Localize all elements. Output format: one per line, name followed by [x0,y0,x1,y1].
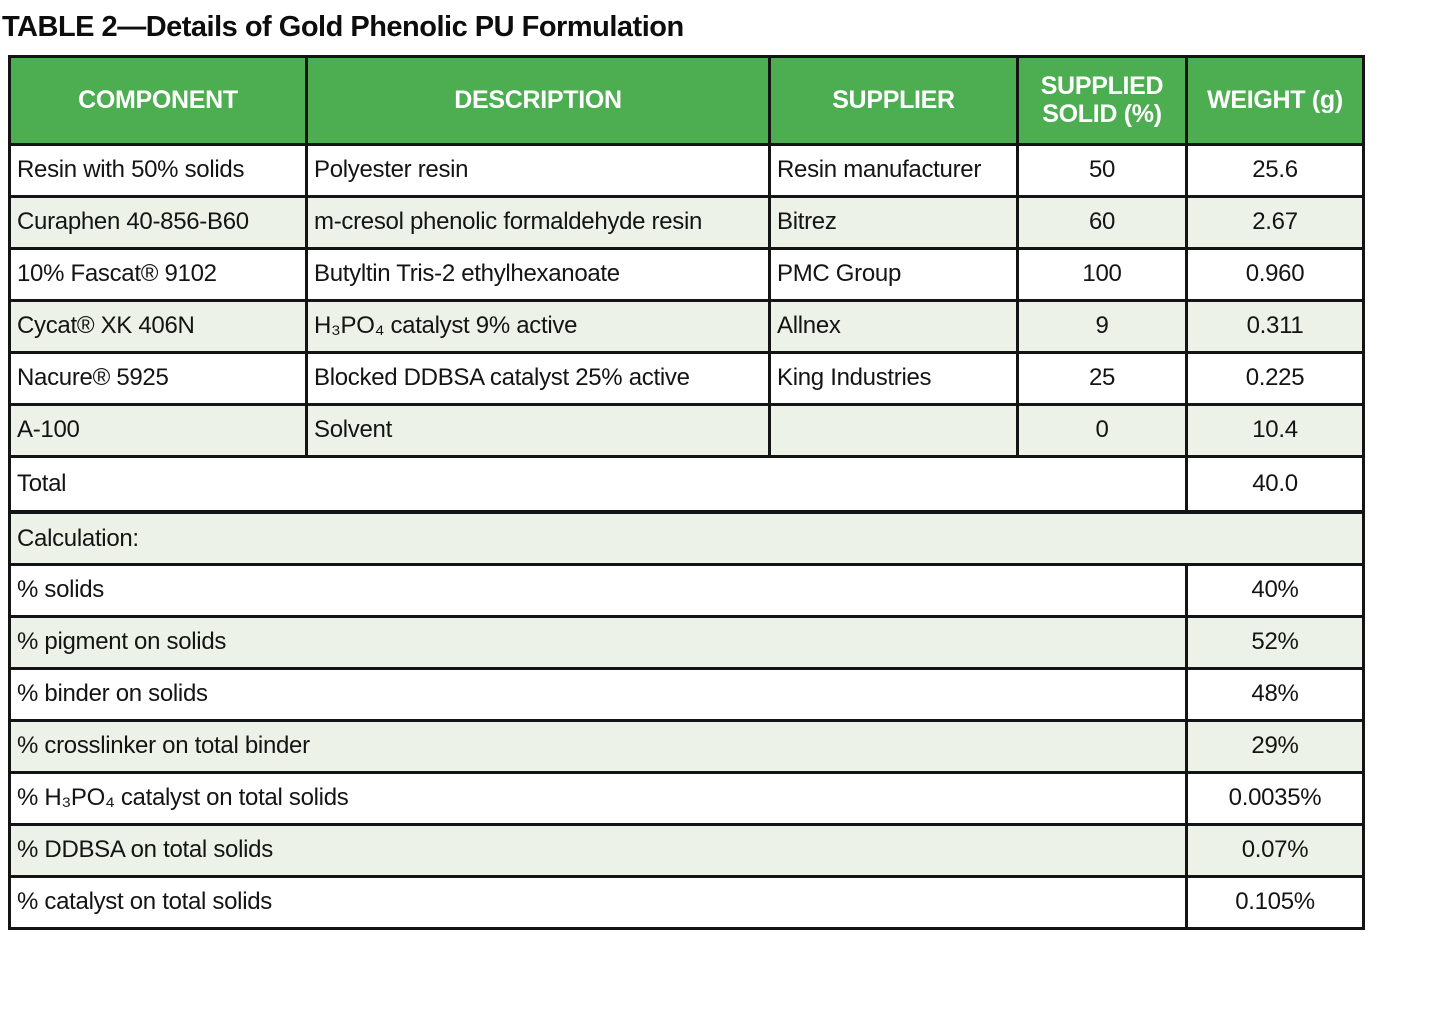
calculation-value-cell: 52% [1185,614,1365,670]
calculation-label-cell: % catalyst on total solids [8,874,1188,930]
supplied-solid-cell: 60 [1016,194,1188,250]
table-row: Curaphen 40-856-B60 m-cresol phenolic fo… [8,194,1365,250]
column-header-component: COMPONENT [8,54,308,146]
table-caption: TABLE 2—Details of Gold Phenolic PU Form… [2,11,684,43]
supplied-solid-cell: 0 [1016,402,1188,458]
component-cell: Curaphen 40-856-B60 [8,194,308,250]
calculation-row: % DDBSA on total solids 0.07% [8,822,1365,878]
supplied-solid-cell: 9 [1016,298,1188,354]
supplier-cell: PMC Group [768,246,1019,302]
calculation-label-cell: % solids [8,562,1188,618]
supplied-solid-cell: 25 [1016,350,1188,406]
calculation-row: % binder on solids 48% [8,666,1365,722]
calculation-row: % pigment on solids 52% [8,614,1365,670]
component-cell: 10% Fascat® 9102 [8,246,308,302]
supplied-solid-cell: 50 [1016,142,1188,198]
component-cell: A-100 [8,402,308,458]
calculation-label-cell: % crosslinker on total binder [8,718,1188,774]
calculation-value-cell: 0.0035% [1185,770,1365,826]
calculation-row: % catalyst on total solids 0.105% [8,874,1365,930]
weight-cell: 2.67 [1185,194,1365,250]
weight-cell: 0.225 [1185,350,1365,406]
header-row: COMPONENT DESCRIPTION SUPPLIER SUPPLIED … [8,54,1365,146]
calculation-value-cell: 29% [1185,718,1365,774]
calculation-header-row: Calculation: [8,510,1365,566]
calculation-value-cell: 0.07% [1185,822,1365,878]
calculation-label-cell: % binder on solids [8,666,1188,722]
calculation-label-cell: % DDBSA on total solids [8,822,1188,878]
table-row: Resin with 50% solids Polyester resin Re… [8,142,1365,198]
component-cell: Cycat® XK 406N [8,298,308,354]
supplier-cell: Resin manufacturer [768,142,1019,198]
supplied-solid-cell: 100 [1016,246,1188,302]
table-header: COMPONENT DESCRIPTION SUPPLIER SUPPLIED … [8,54,1365,146]
total-weight-cell: 40.0 [1185,454,1365,514]
column-header-supplied-solid: SUPPLIED SOLID (%) [1016,54,1188,146]
weight-cell: 0.960 [1185,246,1365,302]
description-cell: Blocked DDBSA catalyst 25% active [305,350,771,406]
weight-cell: 25.6 [1185,142,1365,198]
total-row: Total 40.0 [8,454,1365,514]
formulation-table: COMPONENT DESCRIPTION SUPPLIER SUPPLIED … [8,54,1365,930]
calculation-row: % H₃PO₄ catalyst on total solids 0.0035% [8,770,1365,826]
weight-cell: 10.4 [1185,402,1365,458]
component-cell: Resin with 50% solids [8,142,308,198]
description-cell: m-cresol phenolic formaldehyde resin [305,194,771,250]
calculation-label-cell: % H₃PO₄ catalyst on total solids [8,770,1188,826]
supplier-cell: Allnex [768,298,1019,354]
table-row: A-100 Solvent 0 10.4 [8,402,1365,458]
component-cell: Nacure® 5925 [8,350,308,406]
calculation-value-cell: 48% [1185,666,1365,722]
supplier-cell: Bitrez [768,194,1019,250]
table-row: Cycat® XK 406N H₃PO₄ catalyst 9% active … [8,298,1365,354]
column-header-weight: WEIGHT (g) [1185,54,1365,146]
calculation-row: % solids 40% [8,562,1365,618]
calculation-row: % crosslinker on total binder 29% [8,718,1365,774]
supplier-cell [768,402,1019,458]
table-row: Nacure® 5925 Blocked DDBSA catalyst 25% … [8,350,1365,406]
calculation-value-cell: 0.105% [1185,874,1365,930]
column-header-supplier: SUPPLIER [768,54,1019,146]
supplier-cell: King Industries [768,350,1019,406]
description-cell: H₃PO₄ catalyst 9% active [305,298,771,354]
table-body: Resin with 50% solids Polyester resin Re… [8,142,1365,930]
description-cell: Polyester resin [305,142,771,198]
column-header-description: DESCRIPTION [305,54,771,146]
total-label-cell: Total [8,454,1188,514]
calculation-label-cell: % pigment on solids [8,614,1188,670]
calculation-value-cell: 40% [1185,562,1365,618]
weight-cell: 0.311 [1185,298,1365,354]
calculation-header-cell: Calculation: [8,510,1365,566]
description-cell: Solvent [305,402,771,458]
description-cell: Butyltin Tris-2 ethylhexanoate [305,246,771,302]
table-row: 10% Fascat® 9102 Butyltin Tris-2 ethylhe… [8,246,1365,302]
